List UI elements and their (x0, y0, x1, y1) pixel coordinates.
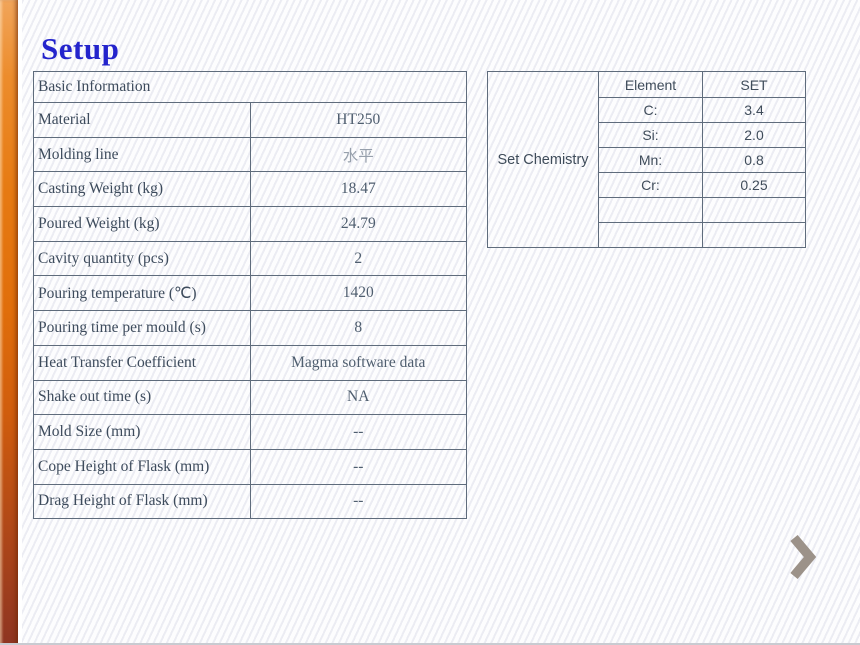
chemistry-header-row: Set Chemistry Element SET (487, 71, 806, 248)
set-cell: 0.8 (702, 147, 806, 173)
table-row: Molding line 水平 (33, 136, 467, 173)
set-cell (702, 222, 806, 248)
row-label: Drag Height of Flask (mm) (33, 483, 251, 520)
chemistry-row (488, 197, 806, 223)
element-column-header: Element (598, 71, 703, 98)
element-cell: C: (598, 97, 703, 123)
table-header-row: Basic Information (33, 71, 467, 103)
row-label: Heat Transfer Coefficient (33, 344, 251, 381)
element-cell: Cr: (598, 172, 703, 198)
left-accent-bar (0, 0, 18, 645)
set-column-header: SET (702, 71, 806, 98)
table-row: Cope Height of Flask (mm) -- (33, 448, 467, 485)
row-label: Casting Weight (kg) (33, 171, 251, 208)
table-row: Heat Transfer Coefficient Magma software… (33, 344, 467, 381)
table-row: Pouring time per mould (s) 8 (33, 310, 467, 346)
set-cell: 0.25 (702, 172, 806, 198)
element-cell (598, 222, 703, 248)
chemistry-row (488, 222, 806, 248)
row-label: Pouring temperature (℃) (33, 275, 251, 312)
chemistry-row: Cr: 0.25 (488, 172, 806, 198)
row-value: 2 (249, 240, 467, 277)
row-label: Poured Weight (kg) (33, 206, 251, 242)
row-label: Pouring time per mould (s) (33, 310, 251, 346)
row-value: -- (249, 483, 467, 520)
element-cell: Mn: (598, 147, 703, 173)
slide-title: Setup (41, 31, 120, 66)
row-value: 1420 (249, 275, 467, 312)
chemistry-row: Mn: 0.8 (488, 147, 806, 173)
row-value: HT250 (249, 102, 467, 138)
basic-info-header: Basic Information (33, 71, 467, 103)
element-cell: Si: (598, 122, 703, 148)
set-cell: 2.0 (702, 122, 806, 148)
table-row: Pouring temperature (℃) 1420 (33, 275, 467, 312)
table-row: Poured Weight (kg) 24.79 (33, 206, 467, 242)
row-label: Mold Size (mm) (33, 414, 251, 450)
row-label: Material (33, 102, 251, 138)
next-arrow-icon[interactable] (790, 533, 817, 581)
set-cell: 3.4 (702, 97, 806, 123)
row-value: NA (249, 379, 467, 416)
set-cell (702, 197, 806, 223)
row-value: -- (249, 414, 467, 450)
table-row: Mold Size (mm) -- (33, 414, 467, 450)
element-cell (598, 197, 703, 223)
row-label: Cavity quantity (pcs) (33, 240, 251, 277)
table-row: Casting Weight (kg) 18.47 (33, 171, 467, 208)
table-row: Material HT250 (33, 102, 467, 138)
row-value: Magma software data (249, 344, 467, 381)
row-value: 8 (249, 310, 467, 346)
table-row: Cavity quantity (pcs) 2 (33, 240, 467, 277)
row-value: 24.79 (249, 206, 467, 242)
row-value: 18.47 (249, 171, 467, 208)
row-value: 水平 (249, 136, 467, 173)
row-label: Shake out time (s) (33, 379, 251, 416)
set-chemistry-label: Set Chemistry (487, 71, 599, 248)
row-label: Molding line (33, 136, 251, 173)
row-value: -- (249, 448, 467, 485)
basic-information-table: Basic Information Material HT250 Molding… (33, 71, 467, 520)
set-chemistry-table: Set Chemistry Element SET C: 3.4 Si: 2.0… (487, 71, 806, 248)
slide-bottom-edge (0, 643, 860, 645)
row-label: Cope Height of Flask (mm) (33, 448, 251, 485)
chemistry-row: Si: 2.0 (488, 122, 806, 148)
table-row: Drag Height of Flask (mm) -- (33, 483, 467, 520)
chemistry-row: C: 3.4 (488, 97, 806, 123)
table-row: Shake out time (s) NA (33, 379, 467, 416)
